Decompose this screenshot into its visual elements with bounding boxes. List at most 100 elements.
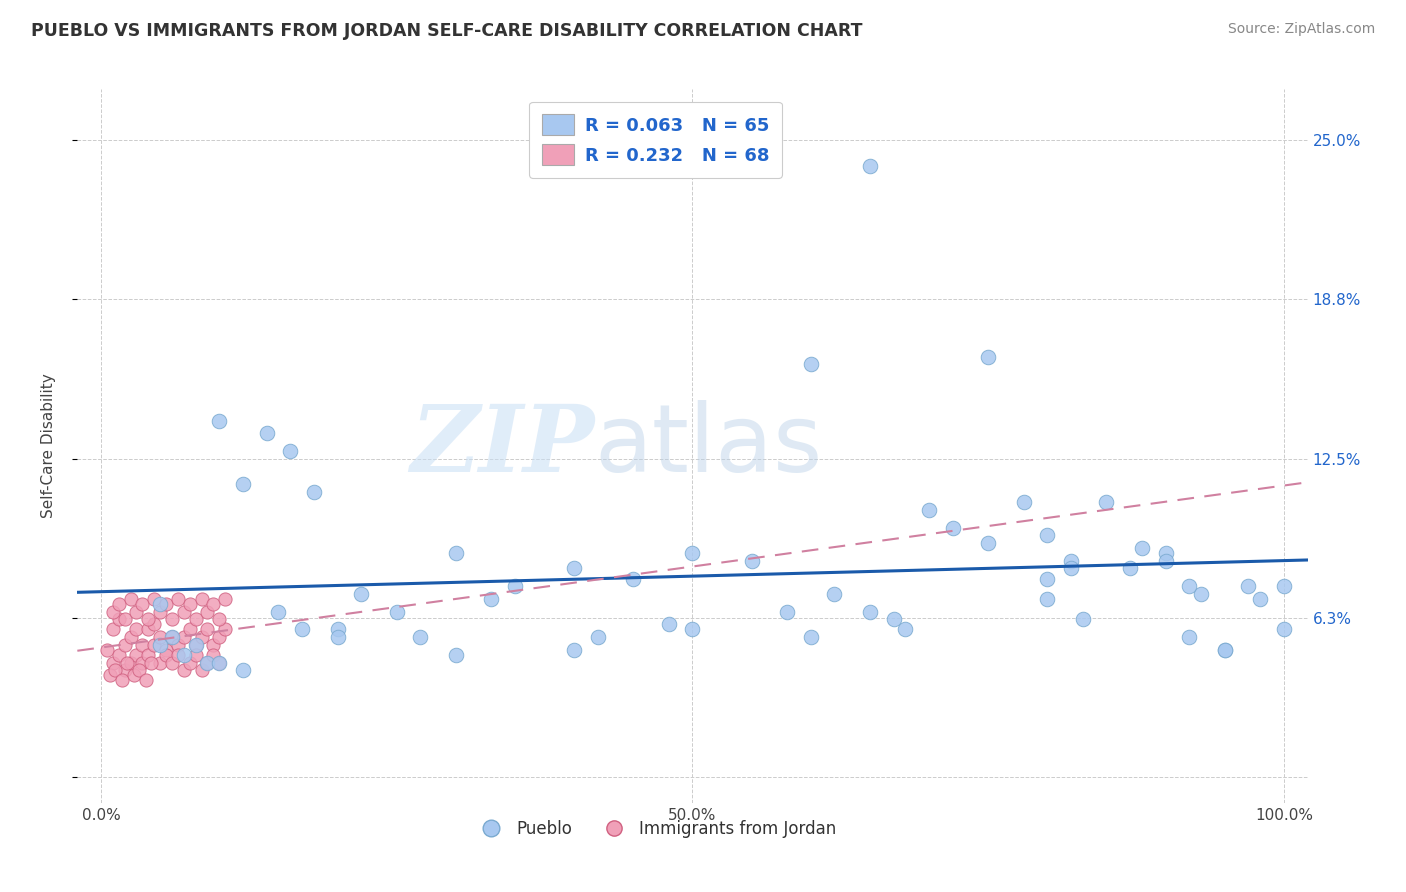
Point xyxy=(1154,554,1177,568)
Point xyxy=(160,630,183,644)
Point xyxy=(107,612,129,626)
Point xyxy=(202,638,225,652)
Point xyxy=(184,648,207,662)
Point xyxy=(149,605,172,619)
Point xyxy=(197,656,219,670)
Point xyxy=(1060,554,1083,568)
Point xyxy=(977,536,1000,550)
Point xyxy=(214,591,236,606)
Point xyxy=(114,638,136,652)
Point xyxy=(562,643,585,657)
Point xyxy=(918,502,941,516)
Point xyxy=(202,597,225,611)
Point xyxy=(256,426,278,441)
Point xyxy=(149,630,172,644)
Point xyxy=(173,630,195,644)
Point xyxy=(1272,579,1295,593)
Point xyxy=(143,638,166,652)
Point xyxy=(208,413,231,427)
Point xyxy=(107,597,129,611)
Point xyxy=(197,623,219,637)
Point xyxy=(1154,546,1177,560)
Point xyxy=(883,612,905,626)
Point xyxy=(444,648,467,662)
Point xyxy=(104,663,127,677)
Point xyxy=(143,617,166,632)
Point xyxy=(184,638,207,652)
Point xyxy=(114,612,136,626)
Legend: Pueblo, Immigrants from Jordan: Pueblo, Immigrants from Jordan xyxy=(468,814,844,845)
Point xyxy=(278,444,301,458)
Point xyxy=(1012,495,1035,509)
Point xyxy=(167,591,190,606)
Point xyxy=(149,656,172,670)
Point xyxy=(776,605,799,619)
Point xyxy=(1036,528,1059,542)
Point xyxy=(208,656,231,670)
Point xyxy=(155,648,177,662)
Point xyxy=(101,656,124,670)
Point xyxy=(977,350,1000,364)
Point xyxy=(143,591,166,606)
Point xyxy=(136,648,159,662)
Point xyxy=(326,630,349,644)
Point xyxy=(120,630,142,644)
Point xyxy=(267,605,290,619)
Point xyxy=(167,638,190,652)
Point xyxy=(232,477,254,491)
Point xyxy=(291,623,314,637)
Point xyxy=(190,663,212,677)
Point xyxy=(202,648,225,662)
Point xyxy=(125,623,148,637)
Point xyxy=(179,656,201,670)
Point xyxy=(1249,591,1271,606)
Point xyxy=(96,643,118,657)
Point xyxy=(135,673,157,688)
Point xyxy=(1213,643,1236,657)
Point xyxy=(128,663,150,677)
Point xyxy=(208,612,231,626)
Point xyxy=(302,484,325,499)
Point xyxy=(1272,623,1295,637)
Point xyxy=(197,605,219,619)
Point xyxy=(122,668,145,682)
Point xyxy=(173,605,195,619)
Point xyxy=(131,597,153,611)
Point xyxy=(503,579,526,593)
Point xyxy=(1071,612,1094,626)
Y-axis label: Self-Care Disability: Self-Care Disability xyxy=(42,374,56,518)
Point xyxy=(658,617,681,632)
Point xyxy=(190,591,212,606)
Point xyxy=(326,623,349,637)
Point xyxy=(682,546,704,560)
Point xyxy=(179,623,201,637)
Text: atlas: atlas xyxy=(595,400,823,492)
Point xyxy=(120,656,142,670)
Point xyxy=(1119,561,1142,575)
Point xyxy=(115,656,138,670)
Point xyxy=(197,656,219,670)
Point xyxy=(1036,591,1059,606)
Point xyxy=(479,591,502,606)
Point xyxy=(136,623,159,637)
Point xyxy=(1178,630,1201,644)
Point xyxy=(894,623,917,637)
Point xyxy=(160,656,183,670)
Point xyxy=(621,572,644,586)
Point xyxy=(1130,541,1153,555)
Point xyxy=(107,648,129,662)
Text: PUEBLO VS IMMIGRANTS FROM JORDAN SELF-CARE DISABILITY CORRELATION CHART: PUEBLO VS IMMIGRANTS FROM JORDAN SELF-CA… xyxy=(31,22,862,40)
Point xyxy=(167,648,190,662)
Text: ZIP: ZIP xyxy=(409,401,595,491)
Point xyxy=(859,159,882,173)
Point xyxy=(1237,579,1260,593)
Point xyxy=(208,656,231,670)
Point xyxy=(184,612,207,626)
Point xyxy=(173,663,195,677)
Point xyxy=(101,605,124,619)
Point xyxy=(350,587,373,601)
Point xyxy=(160,612,183,626)
Point xyxy=(120,591,142,606)
Point xyxy=(155,597,177,611)
Point xyxy=(409,630,432,644)
